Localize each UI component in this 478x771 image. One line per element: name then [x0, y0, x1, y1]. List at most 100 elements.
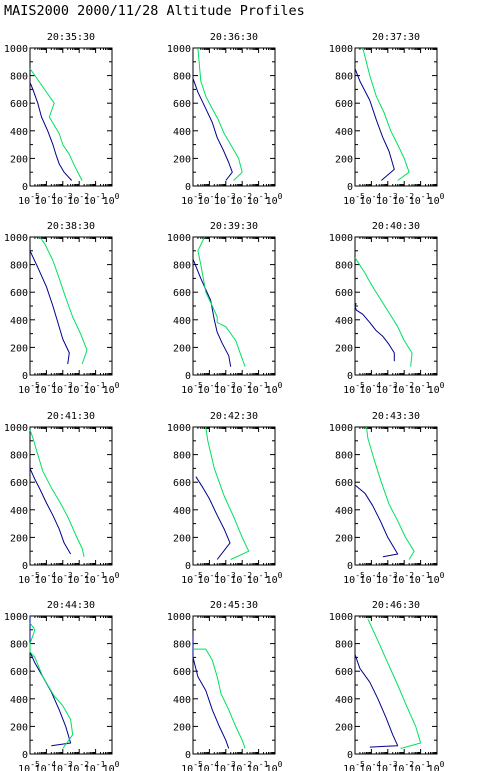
panel-title: 20:39:30	[210, 221, 258, 232]
y-tick-label: 800	[335, 451, 353, 462]
y-tick-label: 1000	[329, 44, 353, 55]
x-tick-label: 10-2	[67, 192, 89, 207]
series-line-blue	[354, 484, 399, 558]
y-tick-label: 200	[10, 154, 28, 165]
y-tick-label: 800	[335, 261, 353, 272]
x-tick-label: 100	[428, 192, 445, 207]
panel-11: 20:45:300200400600800100010-510-410-310-…	[167, 600, 283, 771]
x-tick-label: 10-3	[376, 571, 398, 586]
y-tick-label: 0	[22, 561, 28, 572]
x-tick-label: 10-5	[18, 760, 40, 771]
series-line-blue	[354, 654, 399, 748]
series-line-green	[354, 257, 413, 367]
x-tick-label: 100	[428, 381, 445, 396]
panel-7: 20:41:300200400600800100010-510-410-310-…	[4, 411, 120, 586]
x-tick-label: 10-3	[51, 571, 73, 586]
y-tick-label: 400	[335, 506, 353, 517]
x-tick-label: 100	[428, 760, 445, 771]
series-line-blue	[192, 78, 233, 181]
y-tick-label: 200	[335, 533, 353, 544]
panel-title: 20:45:30	[210, 600, 258, 611]
x-tick-label: 10-1	[84, 571, 106, 586]
y-tick-label: 200	[10, 533, 28, 544]
series-line-green	[29, 622, 74, 749]
x-tick-label: 10-5	[18, 381, 40, 396]
panel-title: 20:35:30	[47, 32, 95, 43]
x-tick-label: 10-2	[230, 192, 252, 207]
panel-12: 20:46:300200400600800100010-510-410-310-…	[329, 600, 445, 771]
series-line-green	[366, 426, 415, 560]
x-tick-label: 10-5	[343, 381, 365, 396]
x-tick-label: 10-4	[35, 760, 57, 771]
x-tick-label: 10-5	[181, 571, 203, 586]
x-tick-label: 10-4	[360, 192, 382, 207]
x-tick-label: 100	[103, 571, 120, 586]
y-tick-label: 0	[22, 182, 28, 193]
series-line-blue	[192, 258, 232, 367]
y-tick-label: 800	[173, 261, 191, 272]
x-tick-label: 10-3	[376, 192, 398, 207]
plot-frame	[29, 615, 113, 755]
x-tick-label: 10-3	[214, 571, 236, 586]
y-tick-label: 0	[22, 371, 28, 382]
y-tick-label: 1000	[4, 44, 28, 55]
y-tick-label: 600	[10, 667, 28, 678]
y-tick-label: 200	[10, 722, 28, 733]
y-tick-label: 200	[10, 343, 28, 354]
y-tick-label: 600	[10, 288, 28, 299]
series-line-blue	[29, 616, 72, 747]
y-tick-label: 400	[335, 695, 353, 706]
x-tick-label: 100	[103, 381, 120, 396]
x-tick-label: 10-3	[214, 192, 236, 207]
plot-frame	[354, 47, 438, 187]
y-tick-label: 600	[335, 667, 353, 678]
y-tick-label: 600	[173, 667, 191, 678]
x-tick-label: 10-2	[392, 571, 414, 586]
panel-title: 20:46:30	[372, 600, 420, 611]
x-tick-label: 10-5	[343, 192, 365, 207]
y-tick-label: 1000	[329, 233, 353, 244]
x-tick-label: 10-1	[247, 381, 269, 396]
series-line-green	[39, 236, 88, 365]
y-tick-label: 400	[335, 127, 353, 138]
y-tick-label: 0	[185, 371, 191, 382]
x-tick-label: 10-2	[230, 760, 252, 771]
y-tick-label: 200	[173, 343, 191, 354]
x-tick-label: 10-2	[392, 381, 414, 396]
y-tick-label: 1000	[329, 612, 353, 623]
y-tick-label: 400	[10, 316, 28, 327]
x-tick-label: 100	[103, 760, 120, 771]
y-tick-label: 1000	[167, 233, 191, 244]
x-tick-label: 10-4	[35, 571, 57, 586]
plot-frame	[354, 615, 438, 755]
x-tick-label: 10-1	[247, 571, 269, 586]
x-tick-label: 10-1	[247, 192, 269, 207]
y-tick-label: 400	[10, 695, 28, 706]
y-tick-label: 600	[173, 288, 191, 299]
y-tick-label: 0	[185, 182, 191, 193]
y-tick-label: 800	[335, 72, 353, 83]
plot-frame	[29, 47, 113, 187]
x-tick-label: 10-4	[35, 381, 57, 396]
series-line-blue	[195, 476, 231, 560]
x-tick-label: 10-4	[198, 192, 220, 207]
y-tick-label: 1000	[4, 612, 28, 623]
plot-frame	[192, 47, 276, 187]
y-tick-label: 400	[173, 506, 191, 517]
y-tick-label: 1000	[329, 423, 353, 434]
plot-frame	[29, 236, 113, 376]
y-tick-label: 200	[173, 533, 191, 544]
series-line-green	[197, 47, 243, 181]
series-line-blue	[29, 82, 73, 181]
y-tick-label: 400	[10, 127, 28, 138]
plot-frame	[29, 426, 113, 566]
panel-1: 20:35:300200400600800100010-510-410-310-…	[4, 32, 120, 207]
y-tick-label: 200	[335, 722, 353, 733]
y-tick-label: 1000	[4, 233, 28, 244]
x-tick-label: 10-5	[181, 192, 203, 207]
panel-10: 20:44:300200400600800100010-510-410-310-…	[4, 600, 120, 771]
x-tick-label: 10-2	[392, 760, 414, 771]
x-tick-label: 10-5	[18, 192, 40, 207]
x-tick-label: 10-1	[247, 760, 269, 771]
